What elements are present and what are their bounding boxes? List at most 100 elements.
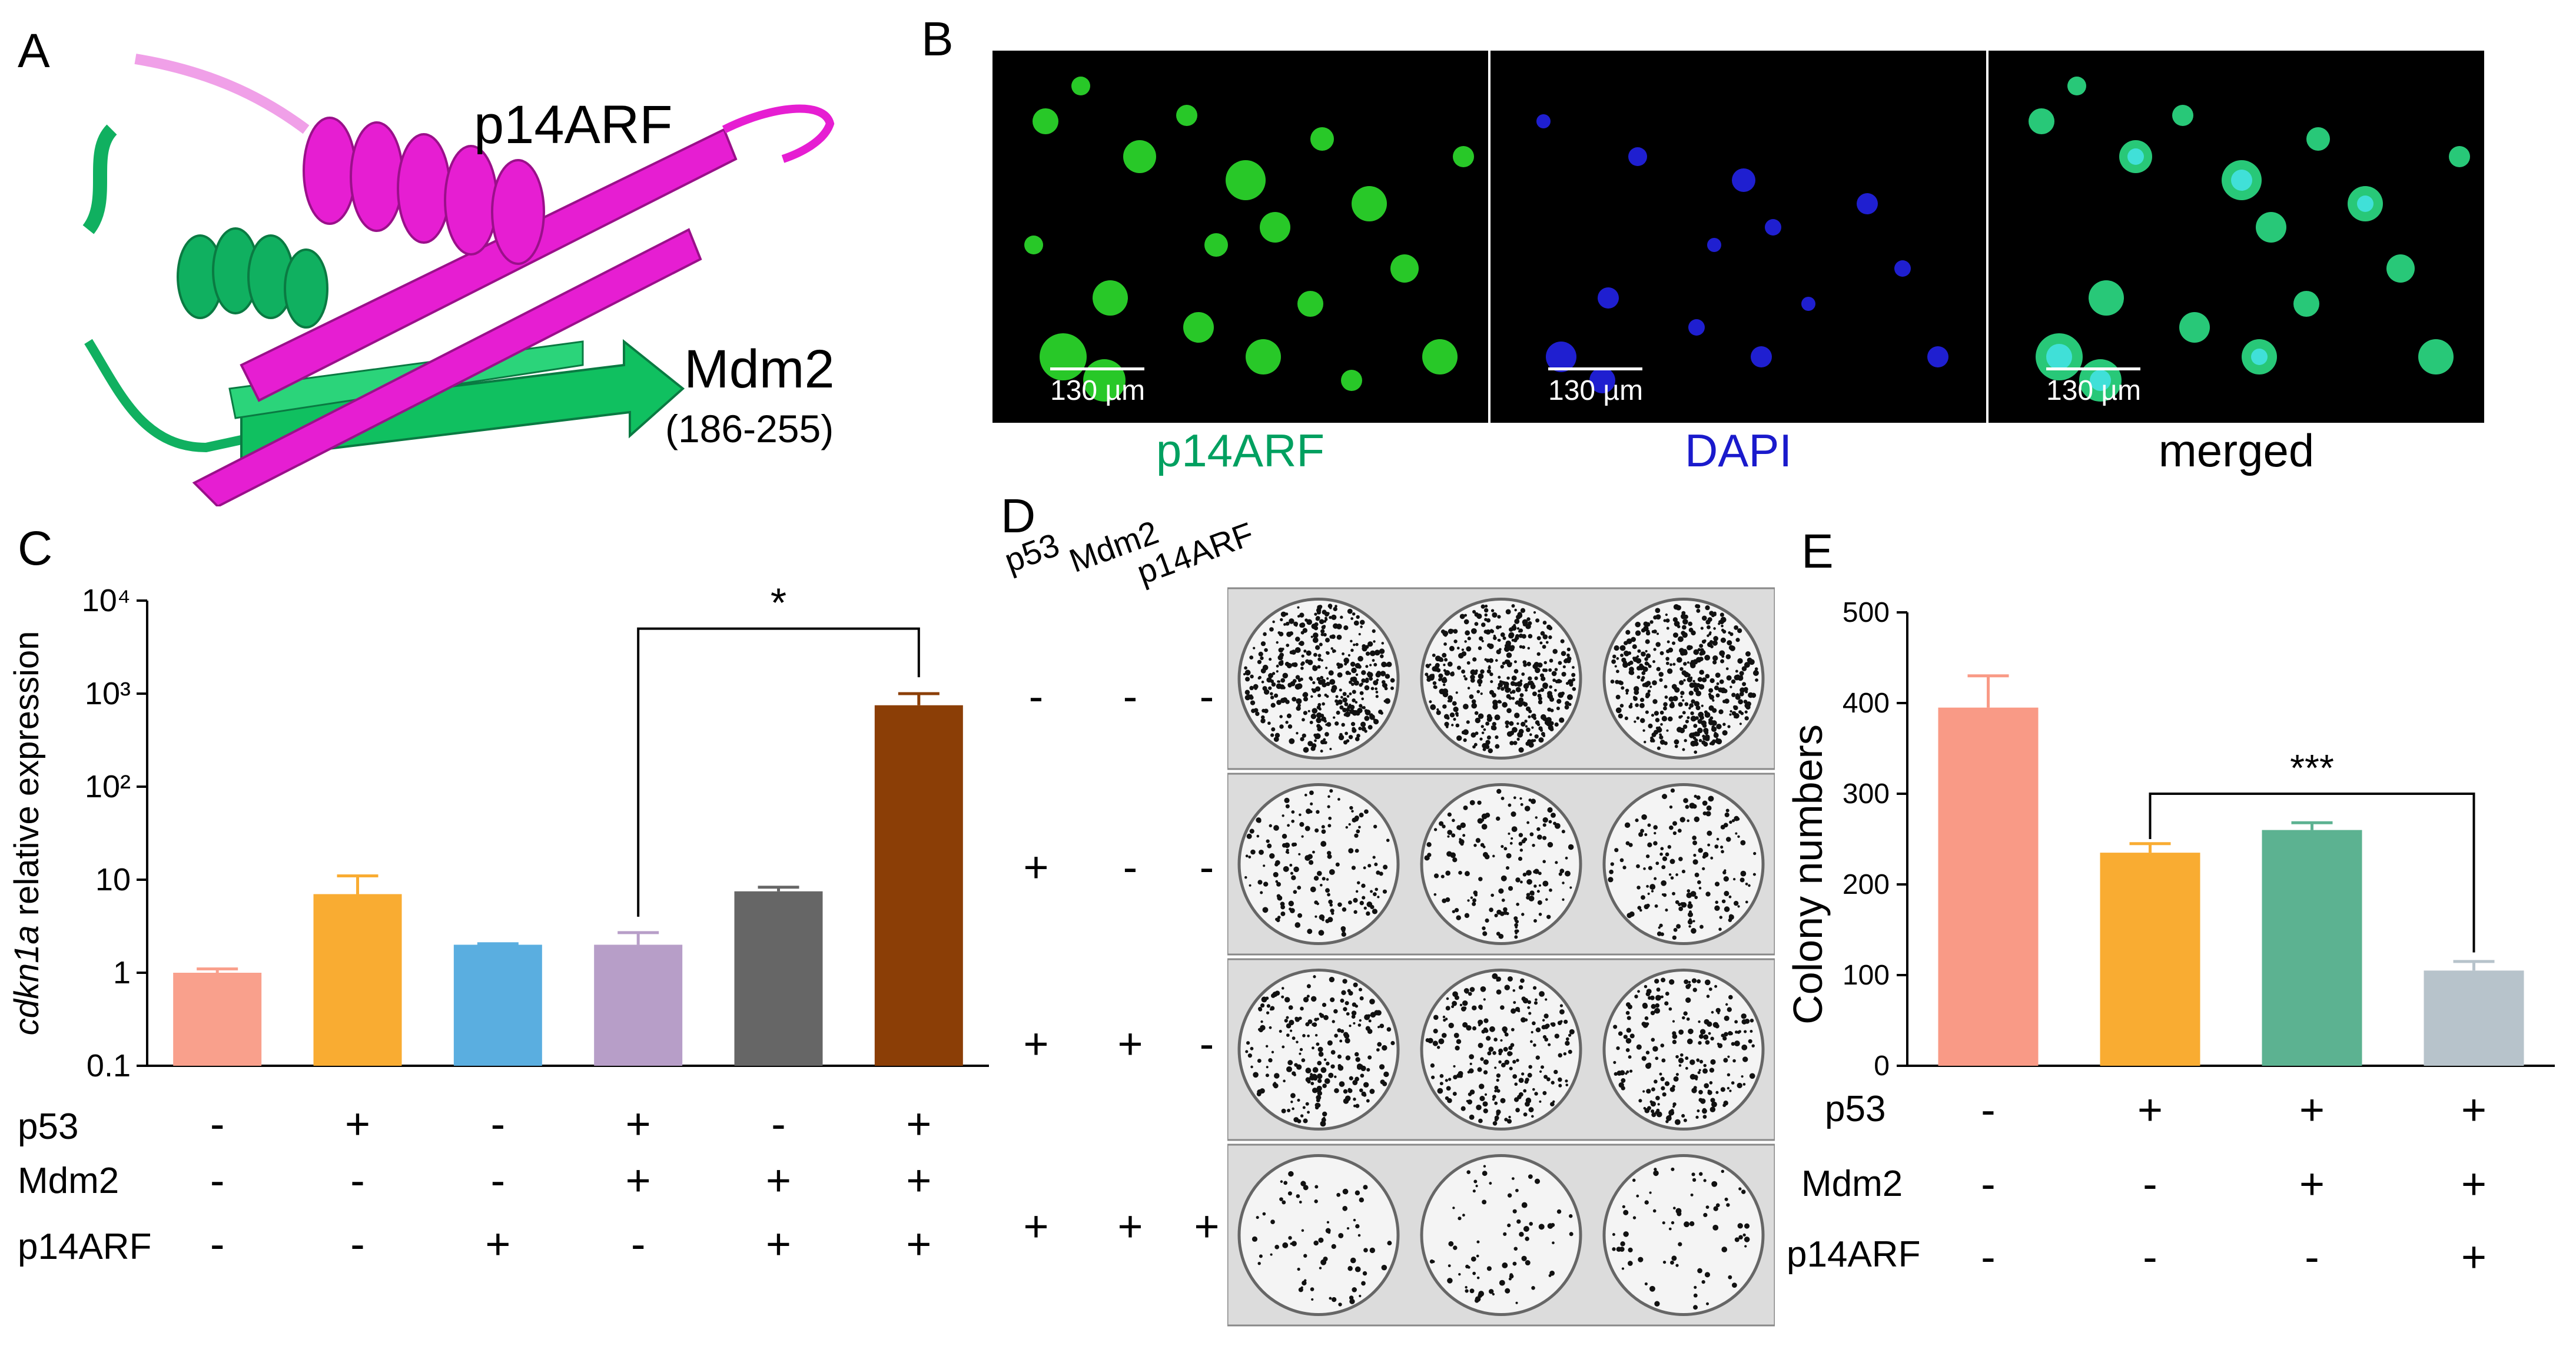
colony-dot xyxy=(1666,729,1669,732)
colony-dot xyxy=(1461,730,1466,735)
colony-dot xyxy=(1317,1060,1322,1066)
caption-merged: merged xyxy=(2158,425,2315,476)
mdm2-structure-label: Mdm2 xyxy=(684,339,835,399)
colony-dot xyxy=(1552,678,1556,682)
colony-dot xyxy=(1539,1070,1542,1073)
colony-dot xyxy=(1482,1199,1487,1205)
colony-dot xyxy=(1316,712,1322,718)
colony-dot xyxy=(1680,695,1683,698)
colony-dot xyxy=(1517,612,1522,617)
colony-dot xyxy=(1735,638,1740,642)
colony-dot xyxy=(1626,638,1632,644)
colony-dot xyxy=(1347,900,1352,905)
colony-dot xyxy=(1291,1241,1297,1247)
colony-dot xyxy=(1511,604,1515,608)
colony-dot xyxy=(1625,688,1629,693)
colony-dot xyxy=(1687,919,1693,925)
colony-dot xyxy=(1559,717,1565,723)
colony-dot xyxy=(1497,700,1502,704)
colony-dot xyxy=(1317,665,1321,669)
colony-dot xyxy=(1277,655,1283,661)
colony-dot xyxy=(1287,1109,1291,1113)
colony-dot xyxy=(1291,842,1296,847)
colony-dot xyxy=(1513,1247,1518,1251)
colony-dot xyxy=(1623,1035,1628,1039)
colony-dot xyxy=(1373,718,1379,725)
colony-dot xyxy=(1705,605,1710,611)
colony-dot xyxy=(1645,1050,1650,1055)
colony-dot xyxy=(1258,1007,1263,1012)
colony-dot xyxy=(1491,725,1494,728)
colony-dot xyxy=(1294,922,1301,928)
colony-dot xyxy=(1319,914,1325,920)
colony-dot xyxy=(1476,690,1480,694)
colony-dot xyxy=(1320,740,1325,745)
colony-dot xyxy=(1368,903,1372,907)
colony-dot xyxy=(1715,1007,1721,1013)
colony-dot xyxy=(1690,711,1694,715)
colony-dot xyxy=(1317,1046,1323,1052)
colony-dot xyxy=(1244,669,1251,676)
colony-dot xyxy=(1364,715,1370,721)
colony-dot xyxy=(1469,1114,1475,1120)
colony-dot xyxy=(1754,667,1758,671)
colony-dot xyxy=(1536,636,1541,641)
colony-dot xyxy=(1689,1059,1695,1065)
colony-dot xyxy=(1492,1051,1496,1055)
colony-dot xyxy=(1338,663,1343,668)
colony-dot xyxy=(1519,645,1523,649)
colony-dot xyxy=(1531,1285,1535,1290)
colony-dot xyxy=(1473,890,1478,895)
colony-dot xyxy=(1727,1007,1732,1012)
colony-dot xyxy=(1329,606,1332,609)
colony-dot xyxy=(1741,1075,1744,1078)
colony-dot xyxy=(1535,667,1541,674)
colony-dot xyxy=(1708,688,1714,693)
colony-dot xyxy=(1515,634,1519,638)
colony-dot xyxy=(1683,1011,1688,1016)
colony-dot xyxy=(1518,856,1523,861)
colony-dot xyxy=(1751,1044,1755,1048)
colony-dot xyxy=(1536,827,1541,831)
colony-dot xyxy=(1545,1023,1550,1028)
colony-dot xyxy=(1316,616,1320,621)
colony-dot xyxy=(1681,611,1686,615)
colony-dot xyxy=(1317,1089,1322,1094)
colony-dot xyxy=(1684,738,1687,743)
colony-dot xyxy=(1731,1081,1735,1085)
colony-dot xyxy=(1283,866,1289,872)
colony-dot xyxy=(1280,901,1285,907)
colony-dot xyxy=(1537,900,1542,905)
colony-dot xyxy=(1727,1073,1731,1077)
colony-dot xyxy=(1477,678,1483,685)
colony-dot xyxy=(1695,705,1701,711)
colony-dot xyxy=(1374,1010,1380,1016)
colony-dot xyxy=(1448,1022,1454,1029)
colony-dot xyxy=(1660,736,1664,740)
c-sign: - xyxy=(210,1099,225,1148)
colony-dot xyxy=(1474,622,1479,626)
colony-dot xyxy=(1369,714,1375,720)
colony-dot xyxy=(1729,685,1732,688)
colony-dot xyxy=(1442,1015,1446,1019)
colony-dot xyxy=(1681,651,1685,654)
colony-dot xyxy=(1701,1280,1705,1284)
colony-dot xyxy=(1331,1297,1337,1302)
colony-dot xyxy=(1522,997,1529,1004)
colony-dot xyxy=(1672,891,1675,896)
colony-dot xyxy=(1545,998,1548,1001)
colony-dot xyxy=(1426,842,1432,847)
colony-dot xyxy=(1645,631,1651,636)
c-sign: - xyxy=(210,1156,225,1205)
colony-dot xyxy=(1557,1020,1562,1025)
colony-dot xyxy=(1334,1088,1339,1093)
colony-dot xyxy=(1348,848,1354,854)
colony-dot xyxy=(1625,1072,1628,1075)
colony-dot xyxy=(1719,679,1724,684)
colony-dot xyxy=(1318,1237,1324,1243)
colony-dot xyxy=(1291,662,1296,667)
colony-dot xyxy=(1687,661,1689,664)
colony-dot xyxy=(1511,826,1518,833)
colony-dot xyxy=(1619,858,1624,863)
colony-dot xyxy=(1669,825,1674,830)
